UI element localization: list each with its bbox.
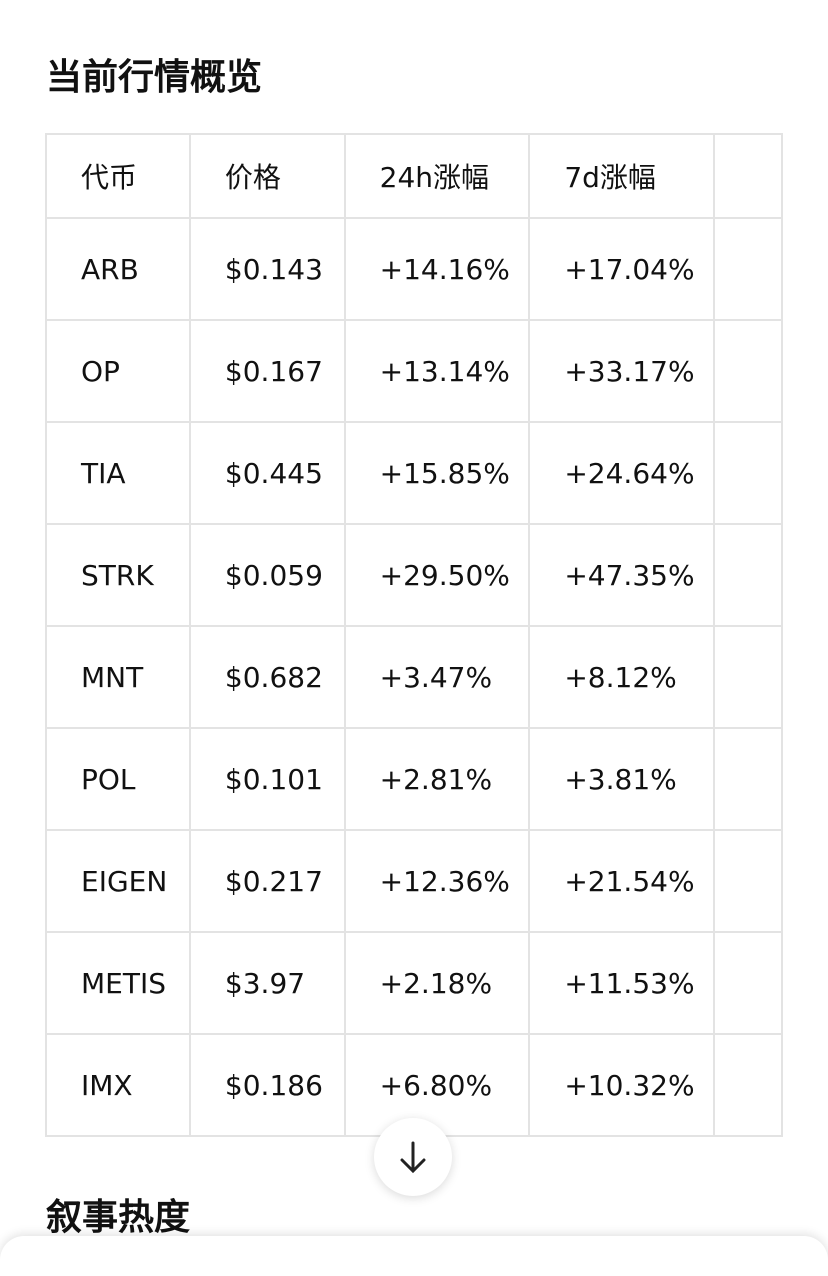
cell: +47.35% bbox=[528, 523, 716, 627]
cell: +3.47% bbox=[343, 625, 531, 729]
arrow-icon bbox=[400, 1141, 426, 1174]
cell bbox=[713, 421, 783, 525]
cell: $0.217 bbox=[188, 829, 346, 933]
header-cell: 代币 bbox=[45, 133, 191, 219]
row: IMX $0.186 +6.80% +10.32% bbox=[45, 1033, 783, 1137]
market-table: 代币 价格 24h涨幅 7d涨幅 ARB $0.143 +14.16% +17.04% OP $0… bbox=[45, 133, 783, 1137]
title: 当前行情概览 bbox=[46, 57, 263, 98]
cell: +8.12% bbox=[528, 625, 716, 729]
cell: $3.97 bbox=[188, 931, 346, 1035]
cell: $0.143 bbox=[188, 217, 346, 321]
cell: +29.50% bbox=[343, 523, 531, 627]
cell: +13.14% bbox=[343, 319, 531, 423]
cell: +2.18% bbox=[343, 931, 531, 1035]
cell: POL bbox=[45, 727, 191, 831]
cell: +12.36% bbox=[343, 829, 531, 933]
bottom-sheet bbox=[0, 1236, 828, 1276]
cell bbox=[713, 1033, 783, 1137]
row: MNT $0.682 +3.47% +8.12% bbox=[45, 625, 783, 729]
cell: +6.80% bbox=[343, 1033, 531, 1137]
scroll-down-button[interactable] bbox=[374, 1118, 452, 1196]
cell: +17.04% bbox=[528, 217, 716, 321]
cell: OP bbox=[45, 319, 191, 423]
cell: ARB bbox=[45, 217, 191, 321]
row: EIGEN $0.217 +12.36% +21.54% bbox=[45, 829, 783, 933]
section-title: 叙事热度 bbox=[46, 1197, 191, 1238]
cell bbox=[713, 829, 783, 933]
row: OP $0.167 +13.14% +33.17% bbox=[45, 319, 783, 423]
cell: $0.682 bbox=[188, 625, 346, 729]
row: STRK $0.059 +29.50% +47.35% bbox=[45, 523, 783, 627]
row: ARB $0.143 +14.16% +17.04% bbox=[45, 217, 783, 321]
cell: IMX bbox=[45, 1033, 191, 1137]
header-cell: 7d涨幅 bbox=[528, 133, 716, 219]
cell bbox=[713, 625, 783, 729]
cell: $0.059 bbox=[188, 523, 346, 627]
cell: $0.101 bbox=[188, 727, 346, 831]
row: TIA $0.445 +15.85% +24.64% bbox=[45, 421, 783, 525]
cell: EIGEN bbox=[45, 829, 191, 933]
cell bbox=[713, 319, 783, 423]
cell: +21.54% bbox=[528, 829, 716, 933]
cell: MNT bbox=[45, 625, 191, 729]
cell: +15.85% bbox=[343, 421, 531, 525]
cell: +11.53% bbox=[528, 931, 716, 1035]
cell: +24.64% bbox=[528, 421, 716, 525]
cell bbox=[713, 523, 783, 627]
header-cell: 24h涨幅 bbox=[343, 133, 531, 219]
cell: +33.17% bbox=[528, 319, 716, 423]
cell: +3.81% bbox=[528, 727, 716, 831]
cell bbox=[713, 217, 783, 321]
cell: METIS bbox=[45, 931, 191, 1035]
cell bbox=[713, 931, 783, 1035]
cell: STRK bbox=[45, 523, 191, 627]
cell bbox=[713, 133, 783, 219]
header-row: 代币 价格 24h涨幅 7d涨幅 bbox=[45, 133, 783, 219]
row: POL $0.101 +2.81% +3.81% bbox=[45, 727, 783, 831]
cell: $0.167 bbox=[188, 319, 346, 423]
cell: $0.186 bbox=[188, 1033, 346, 1137]
cell: TIA bbox=[45, 421, 191, 525]
header-cell: 价格 bbox=[188, 133, 346, 219]
cell: +2.81% bbox=[343, 727, 531, 831]
cell: +10.32% bbox=[528, 1033, 716, 1137]
cell bbox=[713, 727, 783, 831]
table-scroll: 代币 价格 24h涨幅 7d涨幅 ARB $0.143 +14.16% +17.04% OP $0… bbox=[45, 133, 783, 1153]
cell: $0.445 bbox=[188, 421, 346, 525]
row: METIS $3.97 +2.18% +11.53% bbox=[45, 931, 783, 1035]
cell: +14.16% bbox=[343, 217, 531, 321]
